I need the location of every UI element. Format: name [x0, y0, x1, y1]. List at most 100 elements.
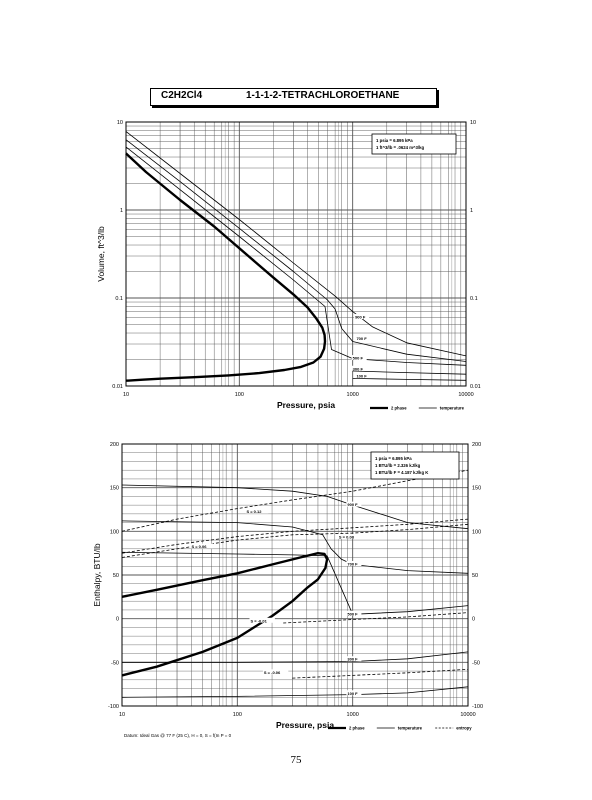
conversion-note-line: 1 ft^3/lb = .0624 m^3/kg — [376, 145, 425, 150]
series-line — [283, 612, 469, 624]
annotation-bg — [262, 669, 289, 675]
curve-annotation: S = -0.01 — [250, 618, 267, 623]
y-axis-label: Enthalpy, BTU/lb — [92, 543, 102, 606]
annotation-bg — [355, 335, 371, 341]
y-axis-label: Volume, ft^3/lb — [96, 226, 106, 282]
series-line — [121, 484, 469, 530]
y-tick-label-right: 0.01 — [470, 384, 481, 390]
x-tick-label: 10000 — [460, 712, 475, 718]
curve-annotation: 700 F — [356, 336, 367, 341]
annotation-bg — [351, 355, 367, 361]
y-tick-label-right: -100 — [472, 704, 483, 710]
y-tick-label-right: 150 — [472, 486, 481, 492]
x-tick-label: 10 — [123, 392, 129, 398]
series-line — [352, 370, 467, 375]
annotation-bg — [355, 373, 371, 379]
annotation-bg — [190, 543, 214, 549]
curve-annotation: S = 0.12 — [246, 509, 262, 514]
y-tick-label: 0 — [116, 617, 119, 623]
y-tick-label: 50 — [113, 573, 119, 579]
curve-annotation: 900 F — [355, 315, 366, 320]
y-tick-label: -100 — [108, 704, 119, 710]
x-tick-label: 1000 — [347, 392, 359, 398]
plot-frame — [121, 443, 469, 707]
series-line — [122, 651, 469, 663]
curve-annotation: 100 F — [347, 691, 358, 696]
x-tick-label: 10 — [119, 712, 125, 718]
annotation-bg — [249, 617, 275, 623]
legend-label: temperature — [440, 406, 465, 411]
datum-footnote: Datum: Ideal Gas @ 77 F (25 C), H = 0, S… — [124, 733, 232, 738]
y-tick-label: 0.1 — [115, 296, 123, 302]
series-line — [121, 518, 469, 554]
conversion-note-box — [370, 451, 460, 480]
series-line — [125, 131, 467, 357]
annotation-bg — [346, 610, 362, 616]
y-tick-label-right: -50 — [472, 660, 480, 666]
series-line — [121, 551, 469, 615]
curve-annotation: 900 F — [347, 502, 358, 507]
chart-header-box: C2H2Cl4 1-1-1-2-TETRACHLOROETHANE — [150, 88, 437, 106]
series-line — [292, 668, 469, 679]
y-tick-label-right: 50 — [472, 573, 478, 579]
chemical-name: 1-1-1-2-TETRACHLOROETHANE — [246, 90, 400, 101]
y-tick-label: 10 — [117, 120, 123, 126]
annotation-bg — [245, 508, 269, 514]
curve-annotation: S = -0.06 — [264, 670, 281, 675]
annotation-bg — [346, 656, 362, 662]
x-tick-label: 10000 — [458, 392, 473, 398]
annotation-bg — [346, 501, 362, 507]
curve-annotation: S = 0.08 — [339, 534, 355, 539]
plot-frame — [125, 121, 467, 387]
curve-annotation: 300 F — [353, 366, 364, 371]
legend-label: 2 phase — [391, 406, 407, 411]
legend-label: 2 phase — [349, 726, 365, 731]
x-axis-label: Pressure, psia — [276, 720, 334, 730]
y-tick-label-right: 100 — [472, 529, 481, 535]
annotation-bg — [354, 314, 370, 320]
series-line — [352, 378, 467, 381]
curve-annotation: 300 F — [347, 657, 358, 662]
legend-label: temperature — [398, 726, 423, 731]
conversion-note-line: 1 psia = 6.895 kPa — [376, 138, 413, 143]
curve-annotation: 100 F — [356, 374, 367, 379]
conversion-note-box — [371, 133, 457, 155]
series-line — [121, 520, 469, 574]
y-tick-label: 200 — [110, 442, 119, 448]
volume-pressure-chart: 900 F 700 F 500 F 300 F 100 F 10 100 1000 10000 0… — [96, 120, 481, 411]
y-tick-label-right: 200 — [472, 442, 481, 448]
curve-annotation: 700 F — [347, 562, 358, 567]
annotation-bg — [337, 533, 361, 539]
y-tick-label-right: 0.1 — [470, 296, 478, 302]
annotation-bg — [346, 690, 362, 696]
conversion-note-line: 1 BTU/lb F = 4.187 kJ/kg K — [375, 470, 429, 475]
y-tick-label-right: 10 — [470, 120, 476, 126]
x-axis-label: Pressure, psia — [277, 400, 335, 410]
legend-label: entropy — [456, 726, 472, 731]
annotation-bg — [346, 561, 362, 567]
annotation-bg — [351, 365, 367, 371]
x-tick-label: 1000 — [347, 712, 359, 718]
conversion-note-line: 1 BTU/lb = 2.326 kJ/kg — [375, 463, 421, 468]
y-tick-label-right: 0 — [472, 617, 475, 623]
y-tick-label-right: 1 — [470, 208, 473, 214]
x-tick-label: 100 — [233, 712, 242, 718]
curve-annotation: S = 0.06 — [191, 544, 207, 549]
conversion-note-line: 1 psia = 6.895 kPa — [375, 456, 412, 461]
series-line — [125, 146, 467, 366]
series-line — [121, 523, 469, 558]
curve-annotation: 500 F — [347, 611, 358, 616]
series-line — [125, 152, 327, 382]
y-tick-label: 1 — [120, 208, 123, 214]
y-tick-label: 150 — [110, 486, 119, 492]
y-tick-label: 100 — [110, 529, 119, 535]
curve-annotation: 500 F — [353, 356, 364, 361]
series-line — [125, 139, 467, 362]
y-tick-label: -50 — [111, 660, 119, 666]
x-tick-label: 100 — [235, 392, 244, 398]
series-line — [121, 552, 329, 677]
y-tick-label: 0.01 — [112, 384, 123, 390]
page-number: 75 — [290, 754, 302, 766]
series-line — [121, 469, 469, 532]
